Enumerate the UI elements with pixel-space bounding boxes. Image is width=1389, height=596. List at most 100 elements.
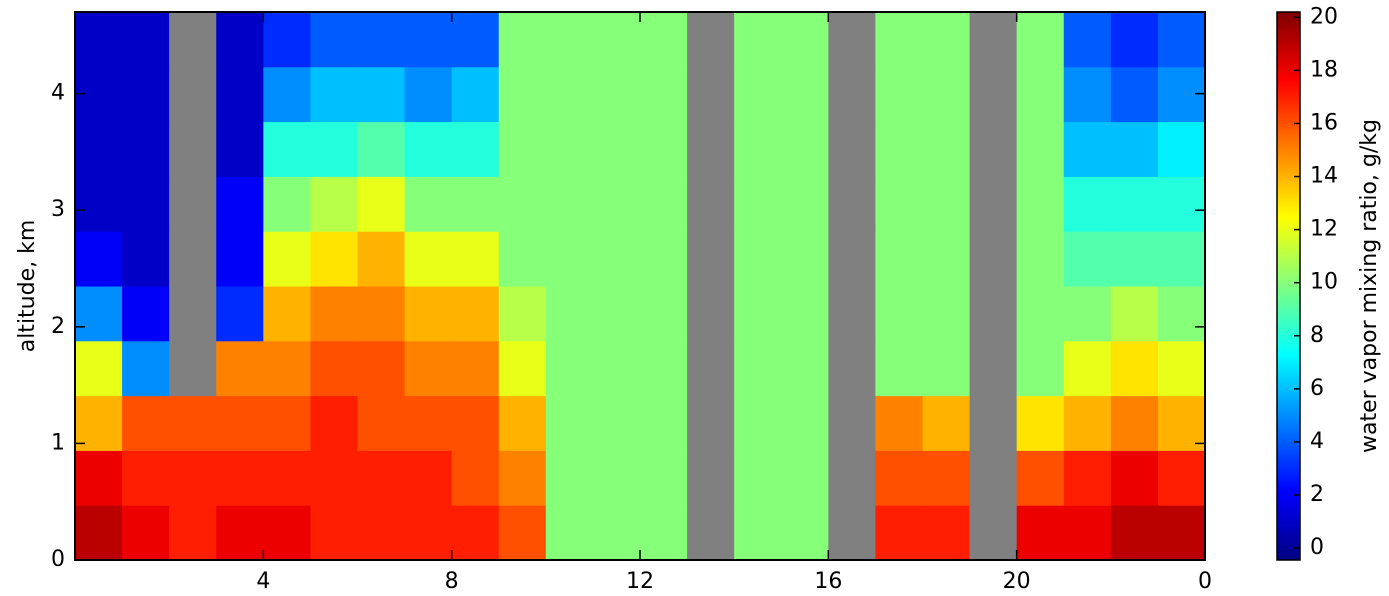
cell [1157,505,1206,561]
cell [498,12,547,68]
colorbar-tick-label: 12 [1310,217,1338,242]
cell [1110,286,1159,342]
cell [1157,12,1206,68]
cell [169,231,217,287]
cell [969,121,1018,177]
cell [216,121,264,177]
cell [875,12,923,68]
cell [451,121,500,177]
colorbar-tick-label: 10 [1310,270,1338,295]
cell [734,286,782,342]
cell [1110,231,1159,287]
cell [404,395,453,451]
cell [969,176,1018,232]
cell [781,176,829,232]
cell [310,505,358,561]
cell [545,12,594,68]
cell [404,231,453,287]
cell [1063,395,1112,451]
cell [216,176,264,232]
cell [310,395,358,451]
cell [592,176,641,232]
cell [1063,231,1112,287]
cell [640,395,688,451]
cell [1157,395,1206,451]
cell [640,66,688,123]
cell [1016,12,1065,68]
cell [1016,395,1065,451]
cell [122,450,170,506]
cell [828,66,876,123]
cell [640,286,688,342]
cell [216,340,264,397]
cell [545,450,594,506]
cell [734,450,782,506]
cell [1063,176,1112,232]
cell [545,231,594,287]
cell [687,395,735,451]
cell [687,505,735,561]
cell [498,286,547,342]
cell [498,505,547,561]
cell [828,176,876,232]
cell [922,450,971,506]
cell [828,121,876,177]
cell [828,505,876,561]
cell [263,505,311,561]
cell [216,66,264,123]
cell [169,121,217,177]
cell [545,395,594,451]
cell [640,176,688,232]
cell [310,286,358,342]
x-tick-label: 8 [445,569,459,594]
colorbar-tick-label: 4 [1310,429,1324,454]
cell [1110,505,1159,561]
cell [498,176,547,232]
cell [734,66,782,123]
cell [734,121,782,177]
cell [875,176,923,232]
cell [734,395,782,451]
cell [1063,121,1112,177]
x-tick-label: 16 [814,569,842,594]
cell [640,505,688,561]
cell [357,121,406,177]
cell [75,66,123,123]
cell [969,286,1018,342]
cell [687,286,735,342]
cell [310,121,358,177]
cell [122,66,170,123]
colorbar-tick-label: 16 [1310,110,1338,135]
y-tick-label: 4 [51,81,65,106]
cell [357,340,406,397]
cell [216,395,264,451]
cell [1016,66,1065,123]
cell [545,176,594,232]
cell [969,12,1018,68]
cell [781,395,829,451]
cell [922,231,971,287]
colorbar-label: water vapor mixing ratio, g/kg [1357,119,1382,453]
cell [404,176,453,232]
cell [1016,231,1065,287]
cell [592,395,641,451]
cell [922,286,971,342]
cell [545,121,594,177]
cell [734,340,782,397]
cell [875,121,923,177]
cell [592,286,641,342]
cell [1016,505,1065,561]
cell [640,12,688,68]
cell [357,286,406,342]
cell [169,505,217,561]
cell [122,505,170,561]
cell [169,12,217,68]
cell [875,450,923,506]
cell [592,450,641,506]
cell [687,340,735,397]
cell [969,66,1018,123]
x-tick-label: 12 [626,569,654,594]
cell [263,450,311,506]
cell [357,12,406,68]
cell [498,340,547,397]
